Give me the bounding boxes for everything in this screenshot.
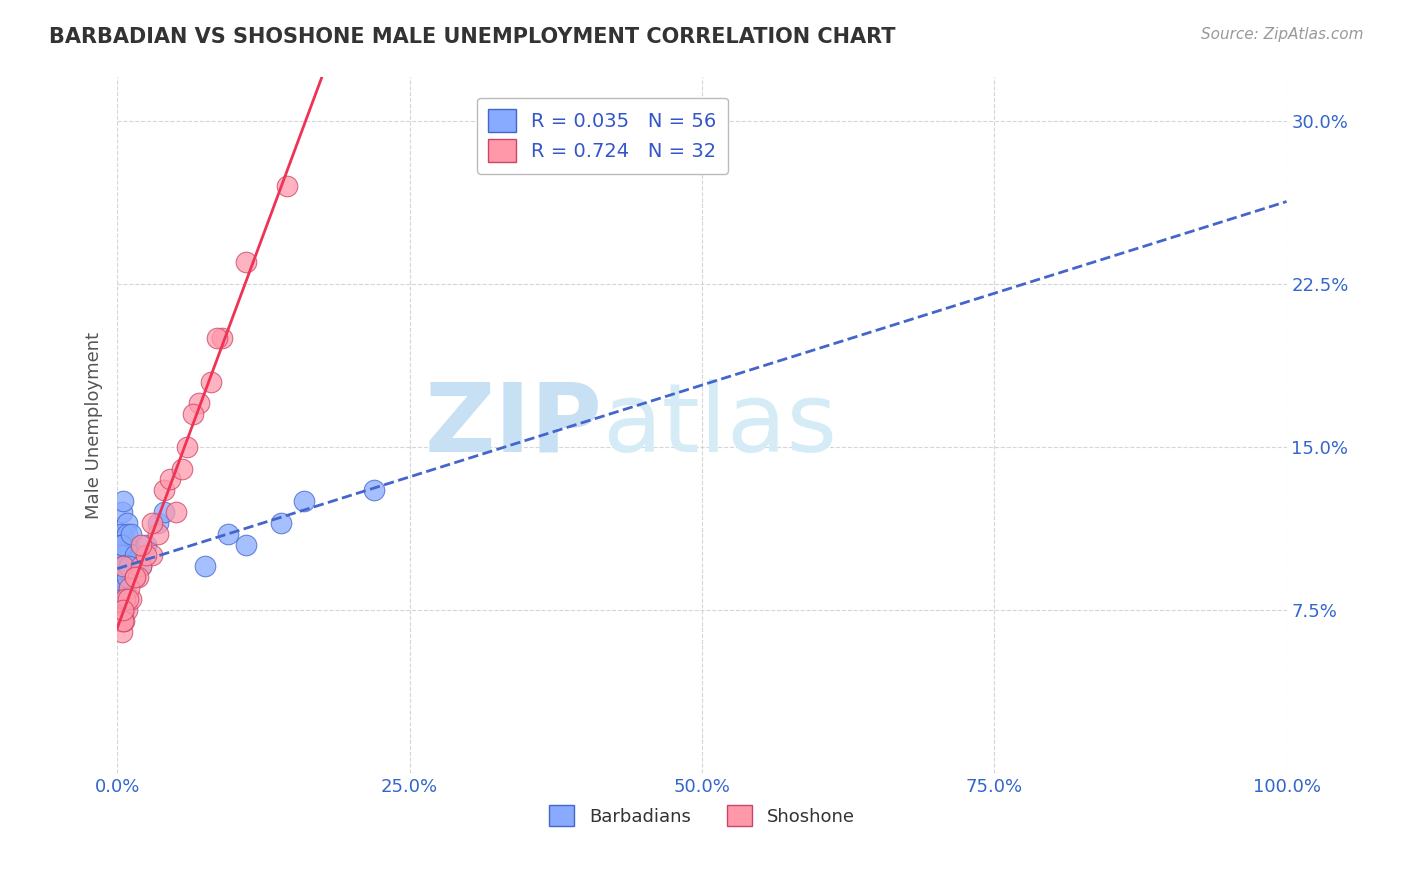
Point [112, 559, 135, 574]
Point [108, 538, 131, 552]
Point [112, 559, 135, 574]
Point [141, 516, 163, 530]
Point [108, 570, 131, 584]
Text: BARBADIAN VS SHOSHONE MALE UNEMPLOYMENT CORRELATION CHART: BARBADIAN VS SHOSHONE MALE UNEMPLOYMENT … [49, 27, 896, 46]
Point [112, 581, 135, 595]
Point [111, 559, 134, 574]
Point [120, 526, 142, 541]
Point [181, 407, 204, 421]
Point [235, 255, 257, 269]
Point [292, 494, 315, 508]
Point [112, 603, 135, 617]
Point [112, 559, 135, 574]
Point [112, 559, 135, 574]
Point [112, 614, 135, 628]
Point [115, 570, 138, 584]
Point [111, 624, 134, 639]
Point [114, 549, 136, 563]
Point [159, 472, 181, 486]
Text: Source: ZipAtlas.com: Source: ZipAtlas.com [1201, 27, 1364, 42]
Point [129, 559, 152, 574]
Point [120, 591, 142, 606]
Point [124, 570, 146, 584]
Point [205, 331, 228, 345]
Point [110, 538, 132, 552]
Point [118, 581, 141, 595]
Point [110, 614, 132, 628]
Point [135, 538, 157, 552]
Point [115, 526, 138, 541]
Point [112, 570, 135, 584]
Point [115, 559, 138, 574]
Point [115, 603, 138, 617]
Point [270, 516, 292, 530]
Point [112, 581, 135, 595]
Point [111, 538, 134, 552]
Point [107, 581, 129, 595]
Point [112, 614, 135, 628]
Point [188, 396, 211, 410]
Point [141, 549, 163, 563]
Point [117, 570, 139, 584]
Point [129, 559, 152, 574]
Point [127, 570, 149, 584]
Point [112, 526, 135, 541]
Point [107, 581, 129, 595]
Point [111, 591, 134, 606]
Point [111, 570, 134, 584]
Point [170, 461, 193, 475]
Point [117, 538, 139, 552]
Point [110, 526, 132, 541]
Point [110, 570, 132, 584]
Text: ZIP: ZIP [425, 378, 603, 472]
Point [146, 526, 169, 541]
Point [112, 581, 135, 595]
Point [176, 440, 198, 454]
Point [114, 591, 136, 606]
Point [135, 549, 157, 563]
Point [111, 570, 134, 584]
Point [111, 591, 134, 606]
Point [107, 570, 129, 584]
Point [115, 516, 138, 530]
Point [110, 603, 132, 617]
Point [153, 505, 176, 519]
Point [194, 559, 217, 574]
Point [117, 591, 139, 606]
Point [108, 591, 131, 606]
Point [118, 559, 141, 574]
Legend: Barbadians, Shoshone: Barbadians, Shoshone [541, 798, 862, 833]
Point [146, 516, 169, 530]
Point [165, 505, 187, 519]
Point [363, 483, 385, 498]
Point [110, 549, 132, 563]
Point [235, 538, 257, 552]
Point [114, 591, 136, 606]
Point [217, 526, 239, 541]
Point [112, 494, 135, 508]
Point [110, 549, 132, 563]
Point [112, 581, 135, 595]
Point [124, 549, 146, 563]
Point [153, 483, 176, 498]
Point [276, 179, 298, 194]
Point [111, 505, 134, 519]
Point [129, 538, 152, 552]
Y-axis label: Male Unemployment: Male Unemployment [86, 332, 103, 518]
Point [114, 549, 136, 563]
Point [108, 591, 131, 606]
Point [124, 570, 146, 584]
Point [108, 559, 131, 574]
Point [200, 375, 222, 389]
Point [112, 603, 135, 617]
Point [112, 603, 135, 617]
Point [114, 549, 136, 563]
Point [211, 331, 233, 345]
Text: atlas: atlas [603, 378, 838, 472]
